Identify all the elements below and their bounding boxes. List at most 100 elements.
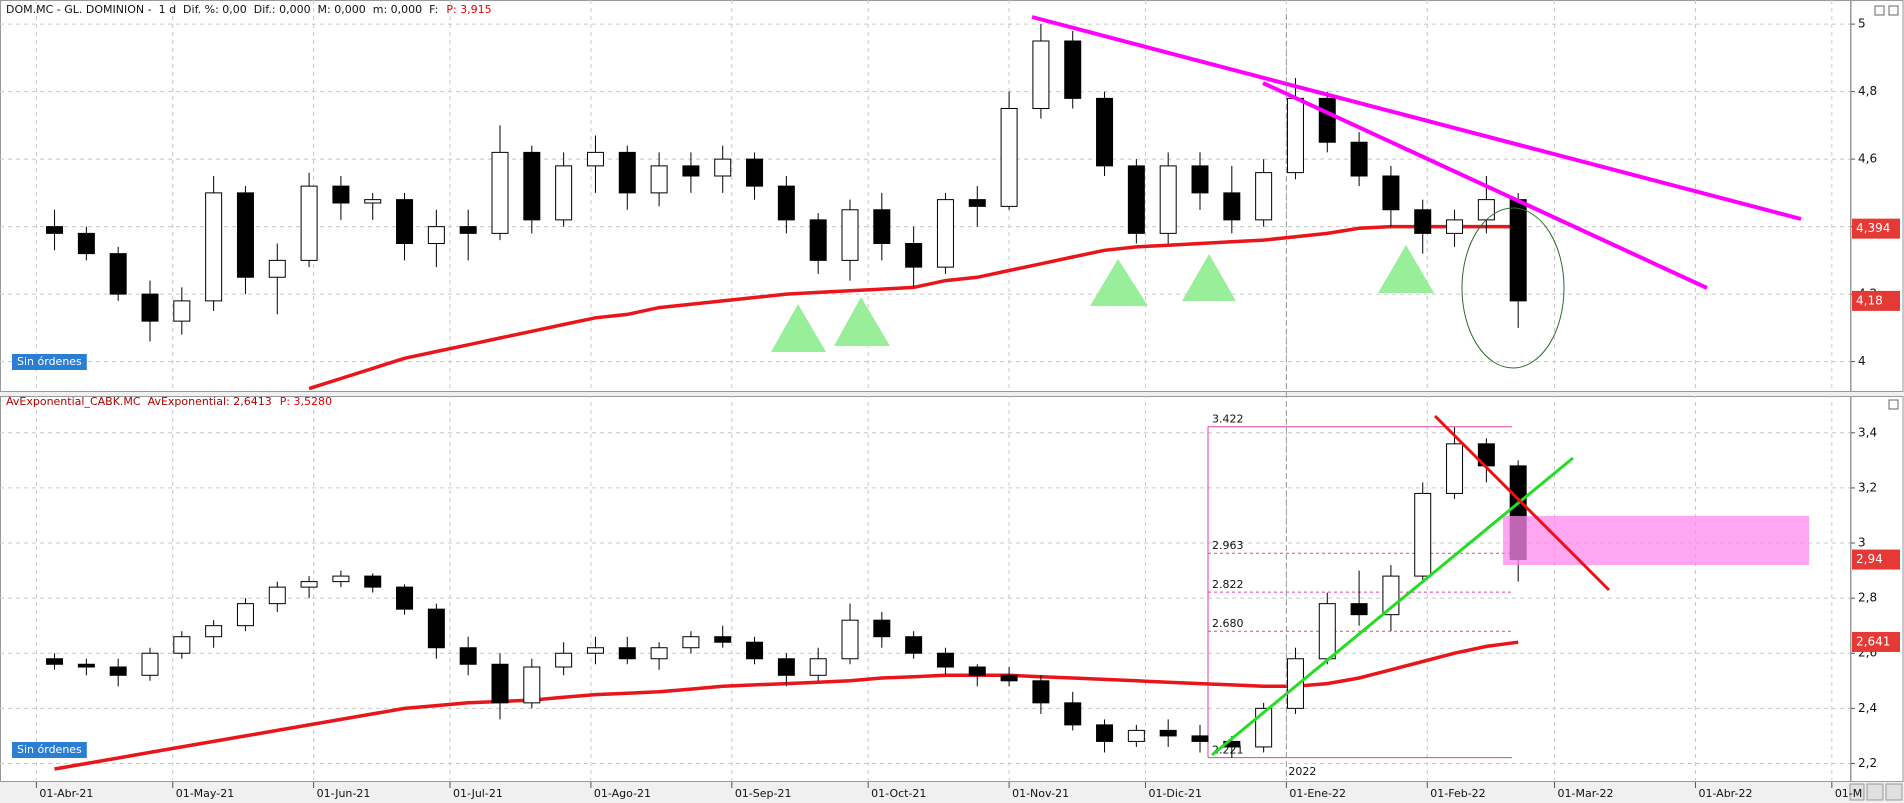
candle-body [1350,141,1368,177]
candle-body [1191,165,1209,194]
x-tick-label: 01-Ago-21 [594,787,651,800]
x-tick-label: 01-M [1835,787,1862,800]
badge-label: Sin órdenes [17,743,82,756]
price-tag-label: 2,94 [1856,552,1883,566]
price-tag-label: 4,394 [1856,221,1890,235]
candle-body [1414,209,1432,234]
y-tick-label: 3 [1858,536,1866,550]
candle-body [873,619,891,638]
scroll-button[interactable] [1885,783,1903,801]
candle-body [1159,165,1177,234]
window-button[interactable] [1874,5,1885,16]
candle-body [968,199,986,207]
x-tick-label: 01-Jul-21 [453,787,503,800]
candle-body [1127,165,1145,234]
candle-body [1382,175,1400,211]
marker-triangle [834,297,890,346]
candle-body [491,151,509,234]
candle-body [1446,443,1464,494]
candle-body [459,226,477,234]
candle-body [586,151,604,167]
y-tick-label: 5 [1858,17,1866,31]
candle-body [459,647,477,665]
scroll-button[interactable] [1866,783,1884,801]
candle-body [205,625,223,638]
candle-body [1223,192,1241,221]
candle-body [746,641,764,660]
chart-title: DOM.MC - GL. DOMINION - 1 d Dif. %: 0,00… [6,3,438,16]
price-tag [1852,549,1900,570]
marker-triangle [1378,245,1434,293]
candle-body [109,666,127,676]
window-button[interactable] [1888,5,1899,16]
trend-line [1433,414,1611,592]
candle-body [77,663,95,668]
y-tick-label: 3,2 [1858,480,1877,494]
candle-body [491,663,509,704]
marker-triangle [1182,254,1236,301]
x-tick-label: 01-Abr-21 [39,787,93,800]
candle-body [555,165,573,221]
x-tick-label: 01-Oct-21 [871,787,926,800]
candle-body [523,666,541,704]
candle-body [809,658,827,676]
window-button[interactable] [1888,399,1899,410]
price-tag [1852,218,1900,239]
candle-body [46,658,64,665]
candle-body [1318,603,1336,660]
candle-body [1286,97,1304,174]
x-tick-label: 01-Ene-22 [1289,787,1346,800]
candle-body [1414,492,1432,577]
level-label: 2.963 [1212,539,1244,552]
candle-body [141,293,159,322]
candle-body [268,586,286,605]
trend-line [1211,456,1574,757]
candle-body [1127,729,1145,742]
scroll-button[interactable] [1849,783,1865,801]
candle-body [1096,724,1114,742]
price-tag [1852,290,1900,311]
candle-body [1096,97,1114,167]
candle-body [1255,172,1273,221]
candle-body [427,226,445,244]
year-label: 2022 [1288,765,1316,778]
candle-body [555,652,573,668]
candle-body [873,209,891,244]
bottom-axis-panel [1850,396,1904,782]
x-tick-label: 01-May-21 [176,787,234,800]
candle-body [109,253,127,295]
level-label: 2.680 [1212,617,1244,630]
candle-body [173,636,191,654]
candle-body [1191,735,1209,742]
candle-body [841,209,859,261]
y-tick-label: 2,2 [1858,756,1877,770]
annotations [771,5,1903,801]
moving-average [308,224,1519,391]
highlight-ellipse [1461,207,1565,369]
candle-body [1509,199,1527,302]
badge [12,742,87,758]
candle-body [1350,603,1368,616]
x-tick-label: 01-Sep-21 [735,787,792,800]
candle-body [1446,219,1464,234]
badge [12,354,87,370]
level-label: 3.422 [1212,413,1244,426]
candle-body [1159,729,1177,737]
zone-box [1503,516,1809,565]
candle-body [1064,702,1082,726]
candle-body [46,226,64,234]
x-tick-label: 01-Feb-22 [1430,787,1485,800]
candle-body [618,151,636,194]
candle-body [364,575,382,588]
candle-body [905,243,923,268]
candle-body [1477,199,1495,221]
candle-body [364,199,382,204]
x-tick-label: 01-Mar-22 [1558,787,1614,800]
y-tick-label: 2,4 [1858,701,1877,715]
candle-body [682,636,700,649]
candle-body [300,581,318,588]
candle-body [650,647,668,660]
candle-body [332,575,350,583]
